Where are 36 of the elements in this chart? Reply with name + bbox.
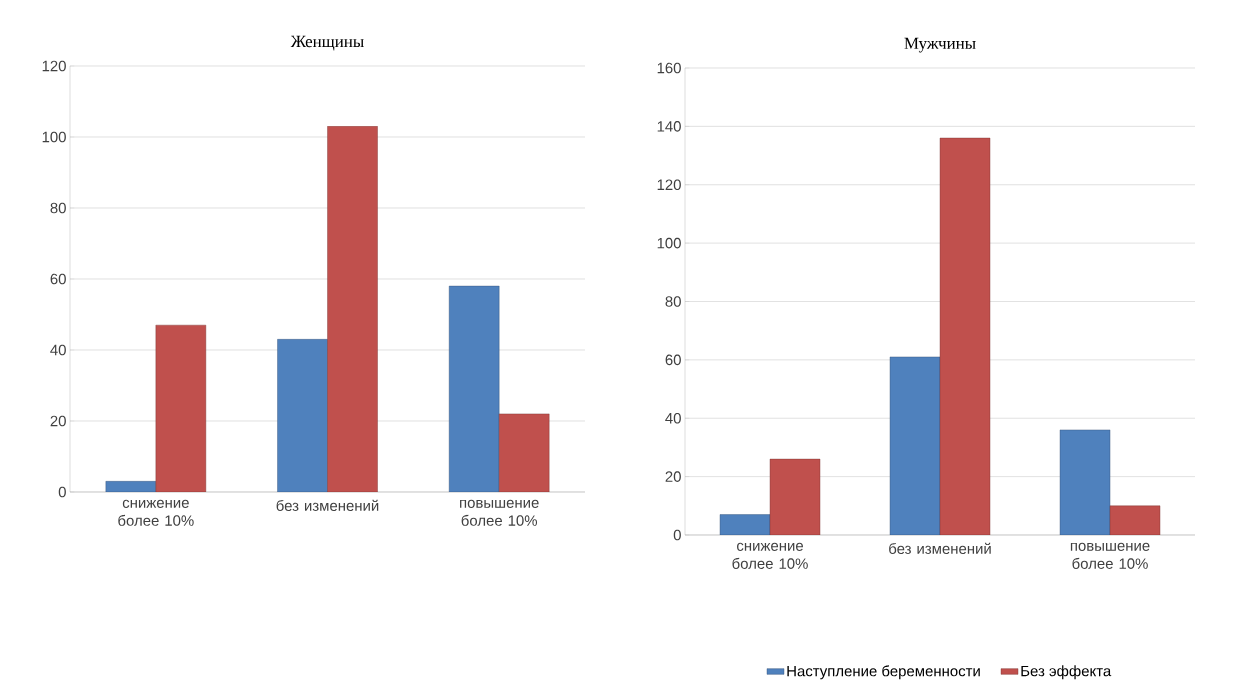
y-tick-label: 40: [50, 344, 66, 356]
y-tick-label: 120: [42, 60, 66, 72]
legend-label: Наступление беременности: [787, 665, 980, 680]
y-tick-label: 40: [665, 413, 681, 424]
y-tick-label: 20: [50, 415, 66, 427]
bar: [448, 286, 500, 493]
x-tick-label: повышение более 10%: [1070, 542, 1150, 570]
bar: [1059, 429, 1111, 536]
bar: [155, 325, 207, 493]
y-tick-label: 120: [657, 179, 681, 191]
x-tick-label: снижение более 10%: [732, 542, 808, 570]
bar: [939, 137, 991, 536]
y-tick-label: 80: [665, 296, 681, 307]
y-tick-label: 80: [50, 202, 66, 214]
bar: [498, 413, 550, 493]
y-tick-label: 20: [665, 471, 681, 483]
chart-title: Женщины: [290, 36, 364, 51]
bar: [769, 459, 821, 536]
x-tick-label: без изменений: [889, 542, 991, 555]
bar: [327, 126, 378, 493]
y-tick-label: 0: [58, 486, 66, 498]
bar: [277, 339, 328, 493]
y-tick-label: 100: [42, 131, 66, 143]
chart-title: Мужчины: [904, 37, 976, 53]
bar: [1109, 505, 1161, 536]
x-tick-label: повышение более 10%: [460, 499, 539, 527]
y-tick-label: 160: [657, 62, 681, 74]
x-tick-label: снижение более 10%: [118, 499, 194, 527]
y-tick-label: 60: [50, 273, 66, 285]
y-tick-label: 60: [665, 354, 681, 366]
y-tick-label: 0: [673, 529, 681, 541]
bar: [889, 356, 941, 536]
y-tick-label: 140: [657, 121, 681, 132]
legend-label: Без эффекта: [1021, 665, 1112, 680]
x-tick-label: без изменений: [276, 499, 379, 512]
y-tick-label: 100: [657, 237, 681, 249]
